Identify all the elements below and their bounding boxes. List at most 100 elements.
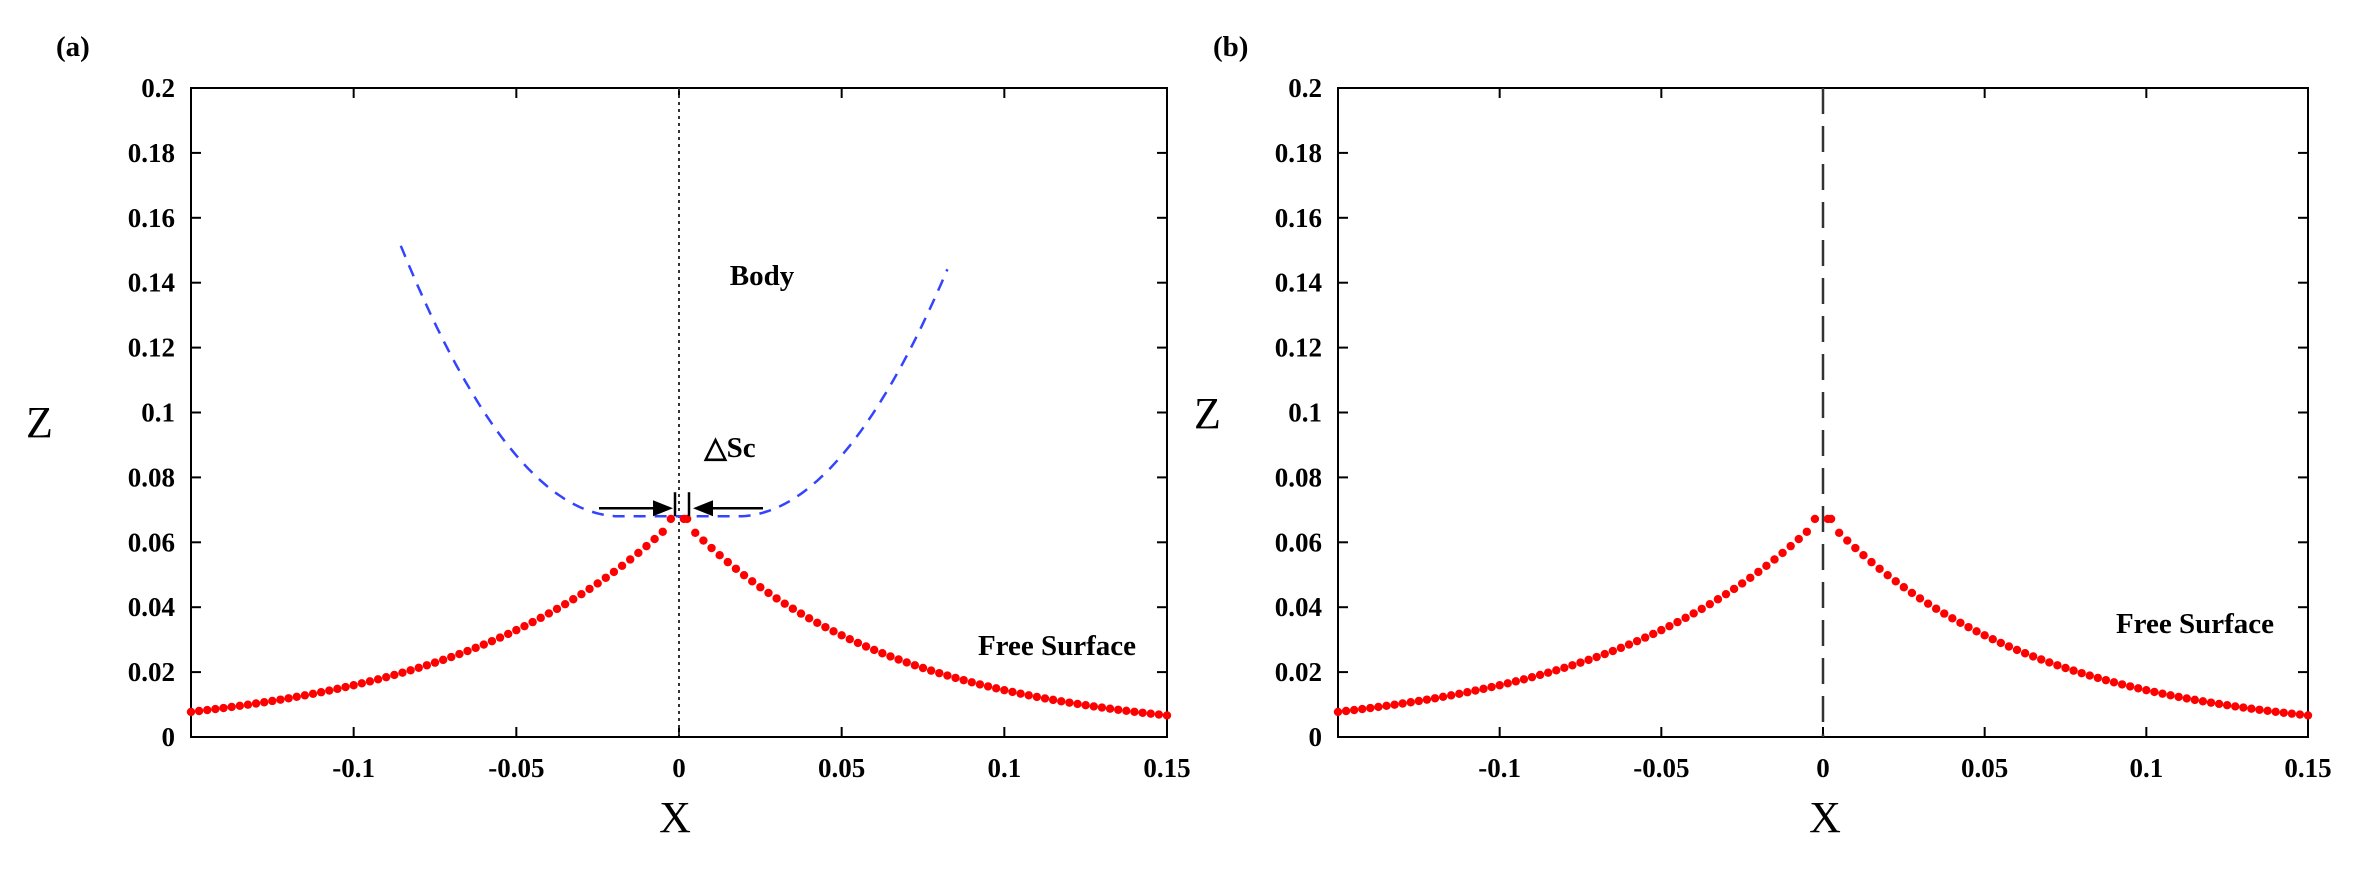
free-surface-point bbox=[829, 627, 838, 636]
free-surface-point bbox=[2012, 645, 2022, 655]
free-surface-point bbox=[1713, 595, 1723, 604]
free-surface-point bbox=[2295, 710, 2305, 719]
free-surface-point bbox=[1122, 706, 1131, 716]
free-surface-point bbox=[967, 678, 976, 687]
free-surface-point bbox=[1527, 672, 1537, 682]
panel-a-body-label: Body bbox=[730, 260, 795, 292]
free-surface-point bbox=[1511, 677, 1521, 686]
free-surface-point bbox=[349, 681, 358, 690]
free-surface-point bbox=[1632, 636, 1642, 646]
x-tick-label: -0.05 bbox=[488, 753, 544, 783]
free-surface-point bbox=[268, 696, 277, 706]
free-surface-point bbox=[382, 672, 391, 682]
free-surface-point bbox=[2101, 675, 2111, 685]
free-surface-point bbox=[1358, 704, 1367, 714]
free-surface-point bbox=[992, 684, 1001, 693]
free-surface-point bbox=[455, 649, 464, 659]
panel-a-free-surface-series bbox=[186, 514, 1172, 720]
free-surface-point bbox=[585, 584, 594, 594]
free-surface-point bbox=[1374, 702, 1383, 712]
free-surface-point bbox=[2198, 697, 2208, 706]
free-surface-point bbox=[951, 673, 960, 683]
free-surface-point bbox=[707, 543, 716, 553]
y-tick-label: 0.18 bbox=[1275, 138, 1322, 168]
free-surface-point bbox=[1883, 570, 1892, 580]
free-surface-point bbox=[1138, 708, 1147, 717]
free-surface-point bbox=[203, 705, 212, 715]
free-surface-point bbox=[284, 694, 293, 703]
free-surface-point bbox=[2069, 666, 2078, 675]
free-surface-point bbox=[1390, 700, 1399, 709]
free-surface-point bbox=[634, 548, 643, 558]
free-surface-point bbox=[1657, 625, 1666, 635]
free-surface-point bbox=[1834, 528, 1844, 537]
free-surface-point bbox=[373, 675, 383, 684]
free-surface-point bbox=[617, 561, 627, 570]
y-tick-label: 0.16 bbox=[128, 203, 175, 233]
x-tick-label: -0.05 bbox=[1633, 753, 1689, 783]
free-surface-point bbox=[1105, 704, 1115, 713]
free-surface-point bbox=[1673, 617, 1682, 627]
free-surface-point bbox=[853, 638, 863, 648]
free-surface-point bbox=[1705, 599, 1715, 609]
free-surface-point bbox=[2125, 682, 2135, 691]
free-surface-point bbox=[1073, 699, 1082, 709]
free-surface-point bbox=[1568, 661, 1577, 670]
free-surface-point bbox=[300, 691, 310, 700]
free-surface-point bbox=[1608, 646, 1618, 656]
y-tick-label: 0.18 bbox=[128, 138, 175, 168]
free-surface-point bbox=[601, 573, 610, 582]
free-surface-point bbox=[292, 692, 301, 702]
panel-b-free-surface-label: Free Surface bbox=[2116, 608, 2274, 640]
free-surface-point bbox=[1349, 705, 1359, 715]
free-surface-point bbox=[487, 636, 497, 646]
free-surface-point bbox=[1057, 697, 1066, 706]
free-surface-point bbox=[390, 670, 399, 680]
y-tick-label: 0.16 bbox=[1275, 203, 1322, 233]
free-surface-point bbox=[821, 622, 830, 632]
free-surface-point bbox=[894, 655, 903, 664]
free-surface-point bbox=[260, 698, 269, 707]
panel-a: (a) Z X 0 0.02 0.04 0.06 0.08 0.1 0.12 0.14 0.16… bbox=[26, 31, 1191, 842]
panel-b-x-ticks: -0.1 -0.05 0 0.05 0.1 0.15 bbox=[1478, 88, 2332, 783]
free-surface-point bbox=[194, 706, 204, 716]
free-surface-point bbox=[699, 536, 708, 545]
free-surface-point bbox=[577, 589, 586, 599]
free-surface-point bbox=[430, 658, 440, 667]
free-surface-point bbox=[1721, 589, 1731, 599]
free-surface-point bbox=[910, 661, 920, 670]
free-surface-point bbox=[1980, 631, 1989, 640]
free-surface-point bbox=[1479, 684, 1488, 694]
free-surface-point bbox=[1875, 564, 1884, 573]
y-tick-label: 0.12 bbox=[128, 333, 175, 363]
free-surface-point bbox=[1778, 548, 1787, 558]
free-surface-point bbox=[1032, 692, 1042, 702]
free-surface-point bbox=[1972, 627, 1981, 636]
free-surface-point bbox=[1430, 694, 1440, 703]
free-surface-point bbox=[1130, 707, 1139, 717]
free-surface-point bbox=[2150, 687, 2159, 697]
y-tick-label: 0.2 bbox=[141, 73, 175, 103]
free-surface-point bbox=[1786, 541, 1795, 551]
free-surface-point bbox=[1154, 710, 1164, 719]
y-tick-label: 0.1 bbox=[1288, 398, 1322, 428]
free-surface-point bbox=[1665, 621, 1674, 631]
free-surface-point bbox=[2279, 708, 2288, 717]
free-surface-point bbox=[2174, 692, 2183, 702]
free-surface-point bbox=[2247, 704, 2256, 713]
y-tick-label: 0.14 bbox=[128, 268, 175, 298]
free-surface-point bbox=[837, 631, 846, 640]
free-surface-point bbox=[2093, 673, 2103, 683]
free-surface-point bbox=[438, 655, 448, 665]
free-surface-point bbox=[1616, 643, 1626, 653]
free-surface-point bbox=[560, 599, 570, 609]
free-surface-point bbox=[1414, 696, 1424, 706]
free-surface-point bbox=[422, 661, 432, 670]
free-surface-point bbox=[804, 614, 814, 623]
free-surface-point bbox=[536, 613, 545, 623]
free-surface-point bbox=[1746, 573, 1755, 582]
free-surface-point bbox=[764, 588, 773, 598]
free-surface-point bbox=[552, 604, 562, 614]
free-surface-point bbox=[2020, 649, 2030, 658]
